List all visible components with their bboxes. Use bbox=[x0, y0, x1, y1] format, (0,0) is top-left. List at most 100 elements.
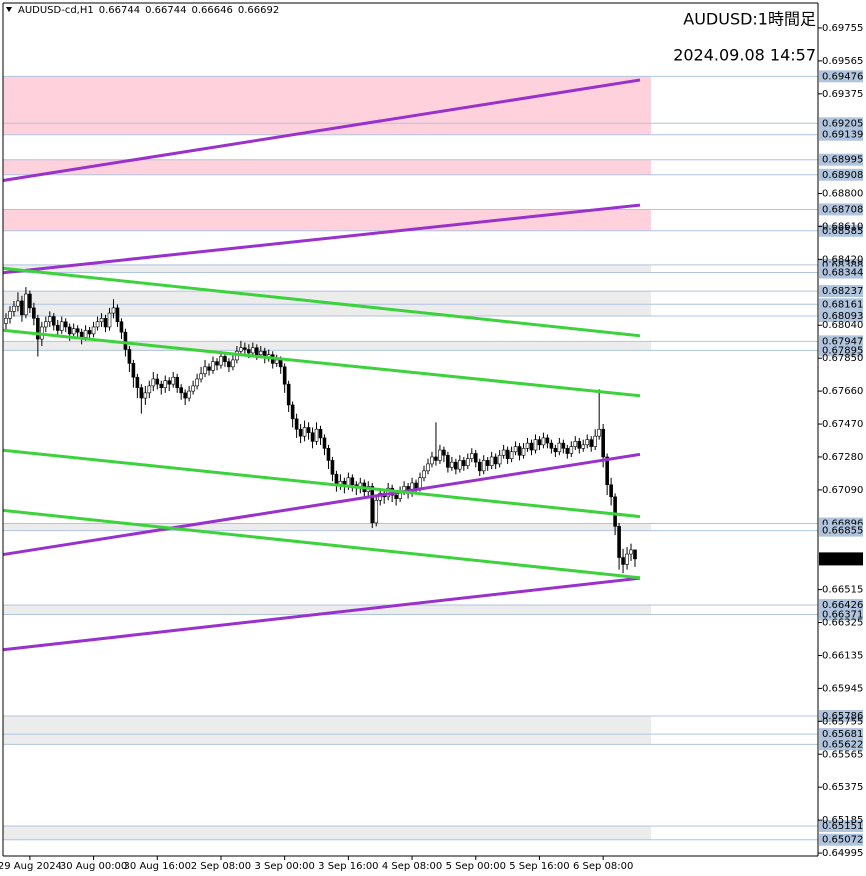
level-label-bg bbox=[819, 820, 863, 833]
candle-body bbox=[163, 380, 168, 388]
zone bbox=[3, 76, 651, 135]
level-label: 0.65786 bbox=[822, 711, 863, 722]
candle-body bbox=[211, 361, 215, 371]
candle-body bbox=[59, 321, 64, 331]
candle-body bbox=[597, 428, 601, 437]
menu-triangle bbox=[6, 7, 12, 12]
candle-body bbox=[28, 293, 32, 309]
candle-body bbox=[609, 484, 613, 498]
candle-body bbox=[16, 300, 20, 307]
candle-body bbox=[227, 361, 231, 368]
candle-body bbox=[585, 439, 590, 446]
level-label-bg bbox=[819, 128, 863, 141]
x-tick-label: 6 Sep 08:00 bbox=[573, 861, 633, 872]
candle-body bbox=[195, 378, 199, 387]
candle-body bbox=[171, 376, 176, 385]
level-label-bg bbox=[819, 153, 863, 166]
candle-body bbox=[322, 437, 327, 449]
candle-body bbox=[454, 461, 458, 470]
zone bbox=[3, 264, 651, 273]
candle-body bbox=[306, 427, 311, 434]
header: AUDUSD-cd,H1 0.66744 0.66744 0.66646 0.66692 bbox=[18, 5, 279, 16]
candle-body bbox=[139, 387, 144, 399]
level-label-bg bbox=[819, 524, 863, 537]
candle-body bbox=[310, 432, 315, 442]
candle-body bbox=[255, 347, 259, 356]
candle-body bbox=[75, 328, 80, 333]
candle-body bbox=[302, 427, 307, 437]
candle-body bbox=[55, 324, 60, 331]
candle-body bbox=[32, 307, 36, 319]
candle-body bbox=[143, 392, 148, 399]
x-tick-label: 2 Sep 08:00 bbox=[191, 861, 251, 872]
y-tick-label: 0.69755 bbox=[822, 23, 863, 34]
candle-body bbox=[278, 359, 283, 368]
candle-body bbox=[529, 442, 534, 451]
level-label: 0.68344 bbox=[822, 268, 863, 279]
candle-body bbox=[87, 330, 92, 335]
trendline bbox=[2, 508, 641, 580]
candle-body bbox=[251, 347, 255, 354]
trendline bbox=[2, 266, 641, 338]
candle-body bbox=[621, 557, 625, 565]
candle-body bbox=[446, 454, 450, 468]
zone bbox=[3, 826, 651, 840]
x-tick-label: 5 Sep 00:00 bbox=[446, 861, 506, 872]
candle-body bbox=[12, 305, 16, 312]
candle-body bbox=[589, 439, 594, 447]
candle-body bbox=[103, 318, 108, 328]
levels bbox=[3, 75, 818, 841]
y-tick-label: 0.67470 bbox=[822, 419, 863, 430]
y-tick-label: 0.68610 bbox=[822, 221, 863, 232]
candle-body bbox=[131, 363, 136, 378]
candle-body bbox=[581, 444, 586, 449]
zone bbox=[3, 715, 651, 745]
y-tick-label: 0.67850 bbox=[822, 353, 863, 364]
candle-body bbox=[430, 456, 434, 465]
candle-body bbox=[183, 392, 187, 399]
candle-body bbox=[155, 378, 160, 385]
candle-body bbox=[298, 428, 303, 437]
zone bbox=[3, 605, 651, 615]
candle-body bbox=[8, 311, 12, 319]
x-tick-label: 30 Aug 00:00 bbox=[60, 861, 127, 872]
candle-body bbox=[334, 474, 339, 486]
candle-body bbox=[350, 477, 355, 486]
x-tick-label: 4 Sep 08:00 bbox=[382, 861, 442, 872]
header-open: 0.66744 bbox=[99, 5, 140, 16]
y-tick-label: 0.66325 bbox=[822, 618, 863, 629]
candle-body bbox=[111, 307, 116, 314]
y-tick-label: 0.65375 bbox=[822, 782, 863, 793]
y-tick-label: 0.65565 bbox=[822, 749, 863, 760]
candle-body bbox=[605, 456, 609, 486]
trendline bbox=[2, 78, 641, 182]
candle-body bbox=[147, 385, 152, 394]
level-label: 0.69139 bbox=[822, 130, 863, 141]
candle-body bbox=[314, 428, 319, 442]
level-label: 0.68161 bbox=[822, 299, 863, 310]
candle-body bbox=[123, 331, 128, 350]
header-high: 0.66744 bbox=[145, 5, 186, 16]
candle-body bbox=[617, 526, 621, 558]
header-close: 0.66692 bbox=[238, 5, 279, 16]
trendline bbox=[2, 576, 641, 652]
y-tick-label: 0.67660 bbox=[822, 386, 863, 397]
candle-body bbox=[44, 321, 48, 328]
candle-body bbox=[633, 549, 637, 560]
candle-body bbox=[557, 442, 562, 453]
candle-body bbox=[83, 330, 88, 338]
candle-body bbox=[374, 500, 379, 524]
candle-body bbox=[422, 470, 426, 479]
trendline bbox=[2, 448, 641, 519]
candle-body bbox=[629, 549, 633, 555]
candle-body bbox=[199, 373, 203, 380]
candle-body bbox=[394, 494, 398, 499]
candle-body bbox=[533, 439, 538, 451]
candle-body bbox=[505, 449, 510, 460]
candle-body bbox=[175, 376, 179, 388]
candle-body bbox=[434, 456, 438, 461]
candle-body bbox=[517, 446, 522, 456]
candle-body bbox=[239, 347, 243, 352]
